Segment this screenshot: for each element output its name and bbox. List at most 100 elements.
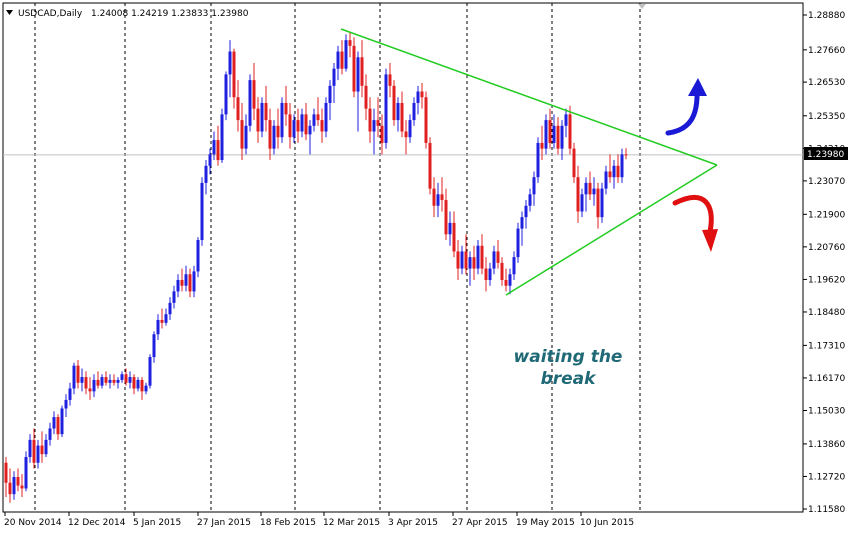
- candle-body: [72, 365, 76, 389]
- candle-body: [496, 251, 500, 263]
- candle-body: [480, 245, 484, 269]
- chart-shift-marker[interactable]: [638, 4, 646, 9]
- candle: [564, 108, 568, 138]
- candle: [556, 117, 560, 155]
- candle-body: [104, 377, 108, 383]
- candle: [220, 108, 224, 163]
- candle-body: [32, 439, 36, 463]
- candle-body: [252, 80, 256, 109]
- candle: [144, 382, 148, 395]
- candle: [596, 182, 600, 229]
- candle-body: [560, 125, 564, 149]
- up-arrow-head-icon: [688, 78, 707, 96]
- candle: [504, 268, 508, 292]
- y-tick-label: 1.23070: [808, 177, 845, 187]
- candle-body: [388, 74, 392, 86]
- candle-body: [144, 385, 148, 392]
- candle-body: [272, 125, 276, 149]
- current-price-label-bg: [804, 147, 848, 160]
- candle: [412, 97, 416, 126]
- candle-body: [576, 177, 580, 212]
- candle: [428, 137, 432, 195]
- candle-body: [580, 194, 584, 212]
- candle-body: [160, 319, 164, 323]
- candle-body: [532, 177, 536, 195]
- candle-body: [320, 120, 324, 132]
- candle-body: [368, 108, 372, 132]
- candle-body: [296, 120, 300, 132]
- candle: [456, 240, 460, 280]
- candle: [192, 265, 196, 298]
- candle-body: [488, 268, 492, 280]
- candle-body: [588, 182, 592, 195]
- candle: [424, 91, 428, 149]
- candle: [516, 222, 520, 263]
- candle: [328, 80, 332, 121]
- triangle-down-icon[interactable]: [6, 10, 13, 15]
- candle: [76, 359, 80, 389]
- candle: [404, 120, 408, 155]
- candle-body: [332, 68, 336, 86]
- upper-trendline: [340, 28, 718, 166]
- candle: [236, 80, 240, 132]
- candle-body: [268, 120, 272, 149]
- candle-body: [236, 97, 240, 121]
- candle: [68, 382, 72, 406]
- candle-body: [380, 125, 384, 143]
- candle: [136, 377, 140, 392]
- candle: [468, 251, 472, 286]
- candle: [476, 240, 480, 275]
- plot-area[interactable]: [2, 2, 804, 513]
- candle: [240, 102, 244, 161]
- candle: [472, 245, 476, 280]
- candle: [408, 114, 412, 143]
- candle: [496, 240, 500, 269]
- candle: [128, 371, 132, 389]
- candle-body: [436, 194, 440, 206]
- y-tick-label: 1.25350: [808, 112, 845, 122]
- candle: [244, 114, 248, 155]
- candle-body: [152, 334, 156, 358]
- time-axis: 20 Nov 2014 12 Dec 2014 5 Jan 2015 27 Jan 2…: [4, 512, 634, 528]
- candle: [284, 85, 288, 126]
- candle-body: [412, 102, 416, 121]
- candle: [580, 188, 584, 218]
- candle-body: [428, 142, 432, 189]
- candle: [464, 234, 468, 275]
- candle: [204, 160, 208, 195]
- candle: [36, 439, 40, 469]
- candle-body: [36, 445, 40, 463]
- candle-body: [192, 271, 196, 292]
- candle: [524, 200, 528, 229]
- candle: [32, 428, 36, 469]
- annotation-line-2: break: [541, 369, 598, 389]
- candle-body: [600, 188, 604, 218]
- candle: [196, 237, 200, 278]
- candle-body: [120, 374, 124, 380]
- candle-body: [484, 268, 488, 280]
- candle: [380, 114, 384, 155]
- y-tick-label: 1.27660: [808, 46, 845, 56]
- x-tick-label: 12 Dec 2014: [68, 518, 126, 528]
- candle-body: [592, 188, 596, 195]
- candle-body: [12, 477, 16, 495]
- candle: [116, 377, 120, 389]
- candle: [48, 422, 52, 446]
- candle: [104, 371, 108, 386]
- candle-body: [212, 140, 216, 155]
- candle: [312, 108, 316, 132]
- candle: [300, 108, 304, 138]
- candle: [384, 68, 388, 149]
- candle-body: [112, 379, 116, 383]
- candle-body: [284, 102, 288, 115]
- down-arrow-head-icon: [702, 229, 718, 252]
- y-tick-label: 1.18480: [808, 308, 845, 318]
- candle: [528, 188, 532, 212]
- triangle-trendlines: [340, 4, 718, 296]
- candle: [448, 211, 452, 246]
- candle-body: [96, 379, 100, 386]
- candle: [4, 457, 8, 498]
- candle-body: [528, 194, 532, 206]
